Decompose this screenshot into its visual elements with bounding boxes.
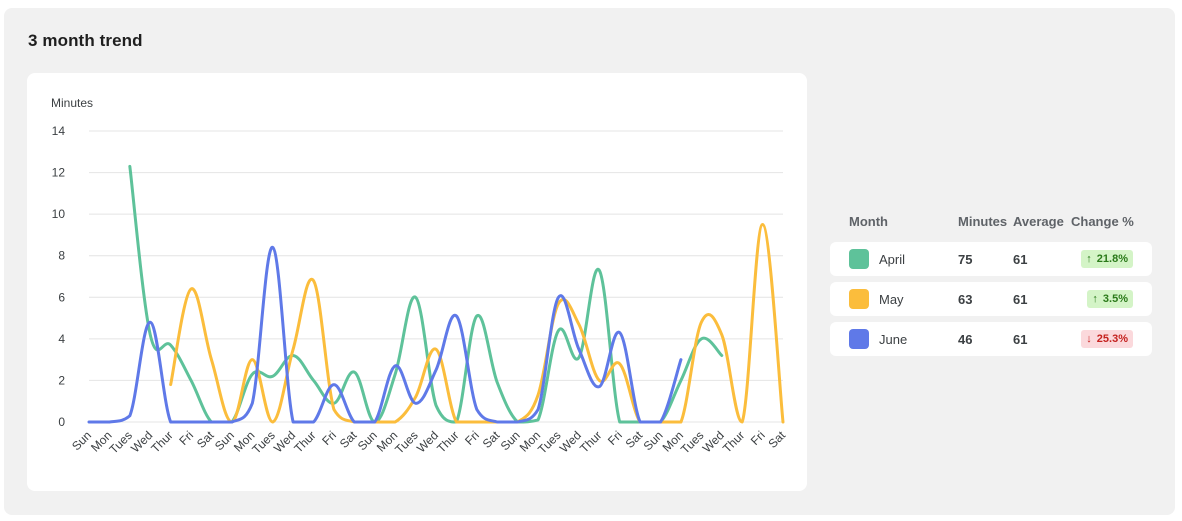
arrow-up-icon: ↑ <box>1086 253 1092 265</box>
legend-header: Month Minutes Average Change % <box>830 212 1152 236</box>
x-tick-label: Sun <box>212 428 237 453</box>
legend-average: 61 <box>1013 252 1028 267</box>
x-tick-label: Fri <box>605 428 625 448</box>
change-value: 3.5% <box>1102 293 1128 305</box>
change-badge: ↓ 25.3% <box>1081 330 1133 348</box>
change-value: 21.8% <box>1096 253 1128 265</box>
arrow-down-icon: ↓ <box>1086 333 1092 345</box>
change-badge: ↑ 3.5% <box>1087 290 1133 308</box>
x-tick-label: Thur <box>577 428 604 455</box>
y-axis-label: Minutes <box>51 96 93 110</box>
y-tick-label: 12 <box>52 166 66 180</box>
x-tick-label: Sun <box>498 428 523 453</box>
legend-month: April <box>879 252 906 267</box>
x-tick-label: Sun <box>641 428 666 453</box>
x-tick-label: Thur <box>720 428 747 455</box>
y-tick-label: 8 <box>58 249 65 263</box>
panel-title: 3 month trend <box>28 31 143 50</box>
x-tick-label: Fri <box>748 428 768 448</box>
y-tick-label: 10 <box>52 207 66 221</box>
header-month: Month <box>849 214 888 229</box>
legend-month: June <box>879 332 908 347</box>
header-change: Change % <box>1071 214 1134 229</box>
legend-swatch <box>849 329 869 349</box>
arrow-up-icon: ↑ <box>1092 293 1098 305</box>
x-tick-label: Sun <box>69 428 94 453</box>
legend-row-may: May 63 61 ↑ 3.5% <box>830 282 1152 316</box>
x-tick-label: Sat <box>623 428 646 451</box>
legend-swatch <box>849 249 869 269</box>
x-tick-label: Thur <box>434 428 461 455</box>
y-tick-label: 14 <box>52 124 66 138</box>
series-line-may <box>169 223 785 424</box>
legend-average: 61 <box>1013 332 1028 347</box>
y-tick-label: 6 <box>58 290 65 304</box>
legend-minutes: 46 <box>958 332 973 347</box>
series-line-june <box>87 245 683 424</box>
chart-card: Minutes 0 2 4 6 8 10 12 14 Sun Mon Tues Wed Thur Fri Sa… <box>27 73 807 491</box>
x-tick-label: Sun <box>355 428 380 453</box>
x-tick-label: Sat <box>337 428 360 451</box>
x-tick-label: Fri <box>176 428 196 448</box>
y-tick-label: 2 <box>58 373 65 387</box>
legend-average: 61 <box>1013 292 1028 307</box>
x-tick-label: Thur <box>148 428 175 455</box>
legend-swatch <box>849 289 869 309</box>
change-value: 25.3% <box>1096 333 1128 345</box>
x-tick-label: Fri <box>319 428 339 448</box>
header-average: Average <box>1013 214 1064 229</box>
legend-row-june: June 46 61 ↓ 25.3% <box>830 322 1152 356</box>
x-tick-label: Sat <box>765 428 788 451</box>
y-tick-label: 0 <box>58 415 65 429</box>
x-tick-label: Thur <box>291 428 318 455</box>
legend-row-april: April 75 61 ↑ 21.8% <box>830 242 1152 276</box>
y-tick-label: 4 <box>58 332 65 346</box>
legend-minutes: 75 <box>958 252 973 267</box>
x-tick-label: Fri <box>462 428 482 448</box>
x-tick-label: Sat <box>194 428 217 451</box>
x-tick-label: Sat <box>480 428 503 451</box>
change-badge: ↑ 21.8% <box>1081 250 1133 268</box>
legend-minutes: 63 <box>958 292 973 307</box>
legend-month: May <box>879 292 904 307</box>
legend-table: Month Minutes Average Change % April 75 61… <box>830 212 1152 356</box>
trend-panel: 3 month trend Minutes 0 2 4 6 8 10 12 14 Sun Mon Tu… <box>4 8 1175 515</box>
header-minutes: Minutes <box>958 214 1008 229</box>
legend-rows: April 75 61 ↑ 21.8% May 63 61 ↑ 3.5% June 46 61 ↓ 25.3… <box>830 242 1152 356</box>
